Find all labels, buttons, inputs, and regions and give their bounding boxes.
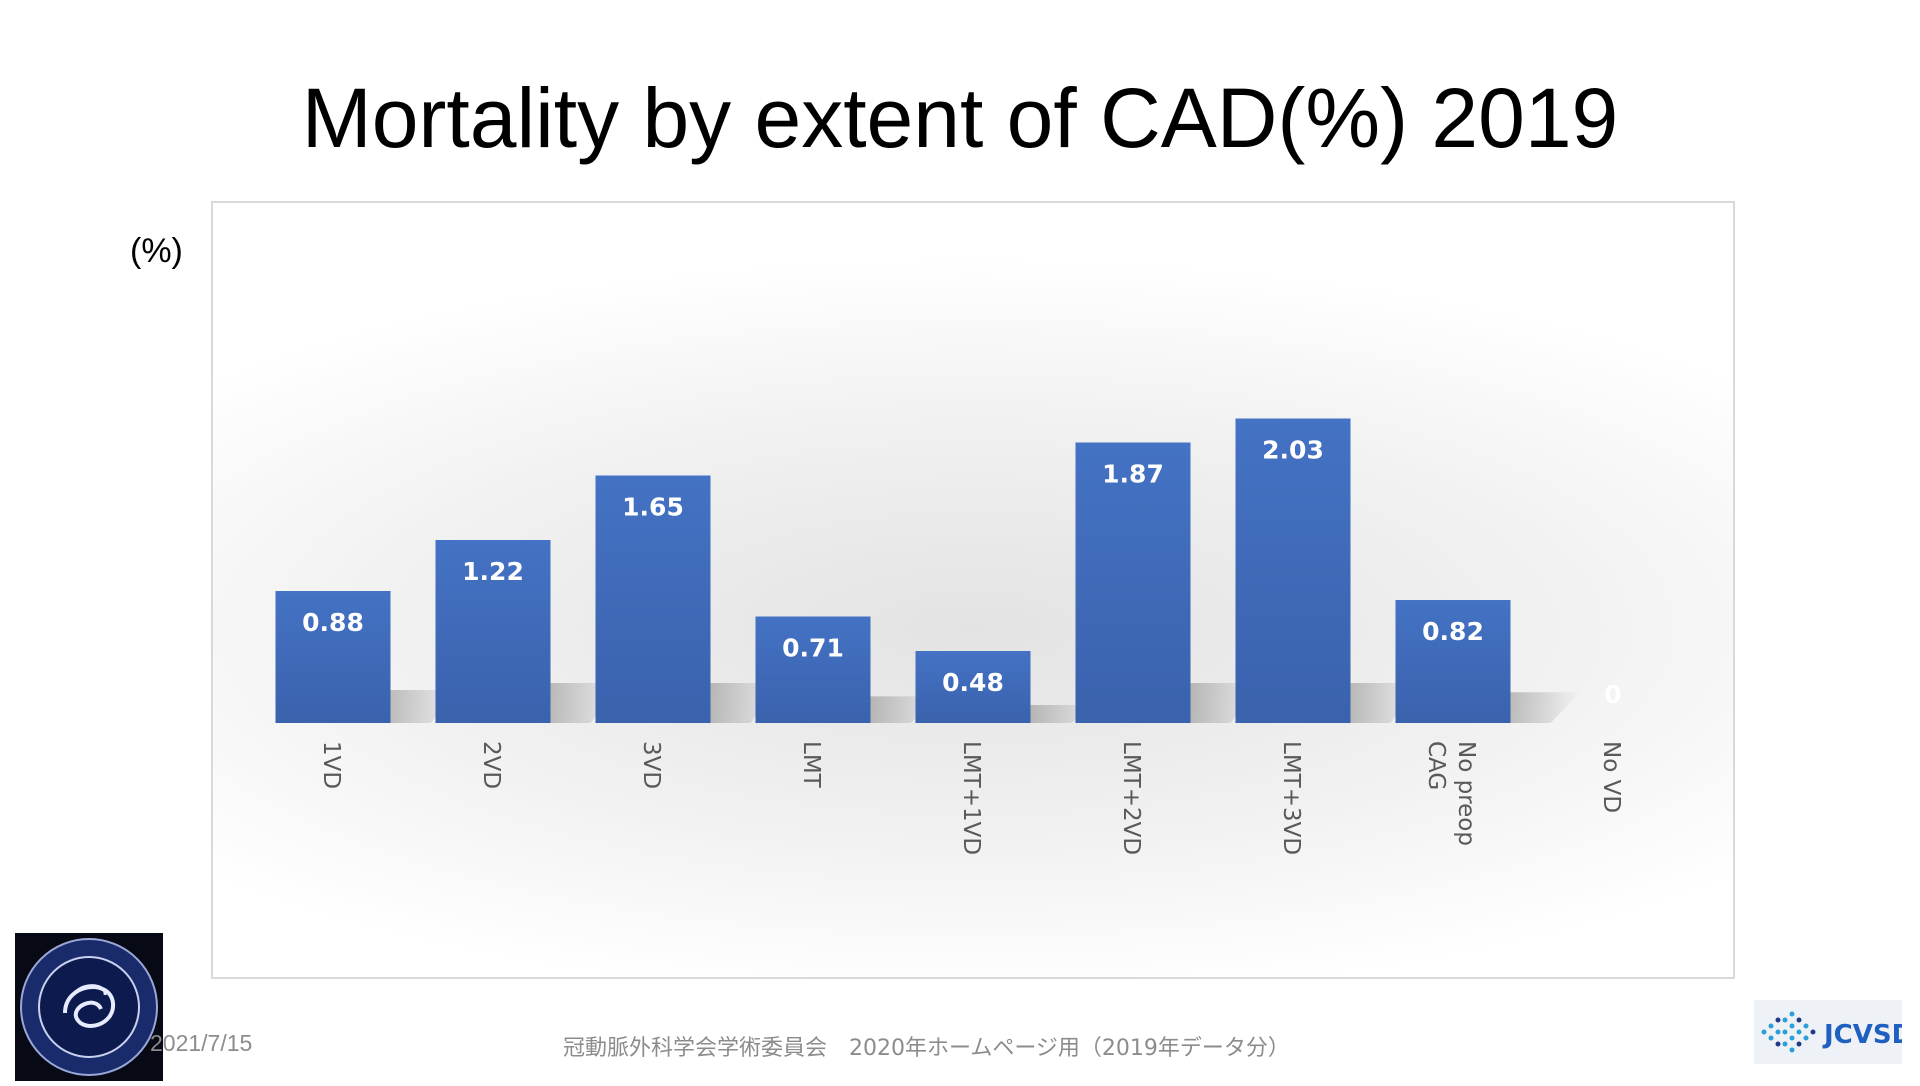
footer-date: 2021/7/15	[150, 1030, 253, 1056]
category-label-text: LMT+2VD	[1118, 741, 1144, 855]
category-label-text: 3VD	[638, 741, 664, 789]
data-label: 1.87	[1102, 460, 1164, 489]
slide-title: Mortality by extent of CAD(%) 2019	[301, 71, 1619, 165]
bar-lmt-3vd	[1235, 418, 1351, 723]
jacas-logo	[15, 933, 163, 1081]
category-label-text: 1VD	[318, 741, 344, 789]
bar-3vd	[595, 475, 711, 723]
category-label: 1VD	[318, 741, 344, 789]
bar-1vd	[275, 591, 391, 723]
data-label: 2.03	[1262, 436, 1324, 465]
data-label: 0	[1604, 680, 1621, 709]
category-label-text: 2VD	[478, 741, 504, 789]
category-label: LMT+1VD	[958, 741, 984, 855]
category-label: No VD	[1598, 741, 1624, 813]
category-label-text: LMT	[798, 741, 824, 789]
bar-lmt	[755, 616, 871, 723]
category-label-text: CAG	[1423, 741, 1449, 790]
footer-text: 冠動脈外科学会学術委員会 2020年ホームページ用（2019年データ分）	[563, 1036, 1290, 1061]
data-label: 0.71	[782, 634, 844, 663]
category-label: 3VD	[638, 741, 664, 789]
bar-lmt-2vd	[1075, 442, 1191, 723]
bar-no-preop-cag	[1395, 600, 1511, 723]
bar-chart: 0.88 1VD 1.22 2VD 1.65 3VD 0.71 LMT 0.48 LMT+1VD 1…	[275, 418, 1624, 855]
y-axis-unit-label: (%)	[130, 232, 183, 270]
category-label-text: No preop	[1453, 741, 1479, 846]
jacas-seal-icon	[20, 938, 158, 1076]
jcvsd-logo: JCVSD	[1754, 1000, 1913, 1064]
category-label-text: No VD	[1598, 741, 1624, 813]
jcvsd-logo-icon: JCVSD	[1761, 1011, 1913, 1053]
data-label: 0.82	[1422, 617, 1484, 646]
category-label-text: LMT+3VD	[1278, 741, 1304, 855]
data-label: 1.65	[622, 493, 684, 522]
category-label: 2VD	[478, 741, 504, 789]
category-label: LMT+3VD	[1278, 741, 1304, 855]
jcvsd-logo-text: JCVSD	[1822, 1020, 1902, 1050]
bar-shadow	[1510, 692, 1581, 723]
data-label: 0.48	[942, 668, 1004, 697]
data-label: 1.22	[462, 557, 524, 586]
category-label: LMT+2VD	[1118, 741, 1144, 855]
data-label: 0.88	[302, 608, 364, 637]
category-label-text: LMT+1VD	[958, 741, 984, 855]
bar-2vd	[435, 540, 551, 723]
bar-lmt-1vd	[915, 651, 1031, 723]
chart-area: 0.88 1VD 1.22 2VD 1.65 3VD 0.71 LMT 0.48 LMT+1VD 1…	[211, 201, 1735, 979]
category-label: LMT	[798, 741, 824, 789]
